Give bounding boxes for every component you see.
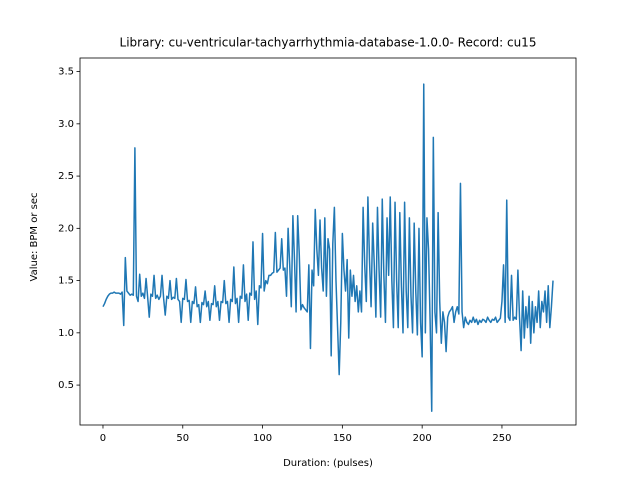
axes-frame bbox=[79, 57, 577, 426]
y-axis-label: Value: BPM or sec bbox=[29, 193, 40, 282]
y-tick-label: 0.5 bbox=[58, 380, 74, 391]
y-tick-label: 3.5 bbox=[58, 67, 74, 78]
x-tick-label: 150 bbox=[333, 433, 352, 444]
x-tick-label: 0 bbox=[100, 433, 106, 444]
x-axis-label: Duration: (pulses) bbox=[283, 458, 373, 469]
x-tick-label: 250 bbox=[492, 433, 511, 444]
x-tick-label: 50 bbox=[176, 433, 189, 444]
chart-title: Library: cu-ventricular-tachyarrhythmia-… bbox=[120, 36, 537, 50]
y-tick-label: 3.0 bbox=[58, 119, 74, 130]
y-tick-label: 1.5 bbox=[58, 276, 74, 287]
y-tick-label: 1.0 bbox=[58, 328, 74, 339]
y-tick-label: 2.0 bbox=[58, 223, 74, 234]
x-tick-label: 200 bbox=[413, 433, 432, 444]
x-tick-label: 100 bbox=[253, 433, 272, 444]
y-tick-label: 2.5 bbox=[58, 171, 74, 182]
data-line bbox=[102, 83, 554, 412]
